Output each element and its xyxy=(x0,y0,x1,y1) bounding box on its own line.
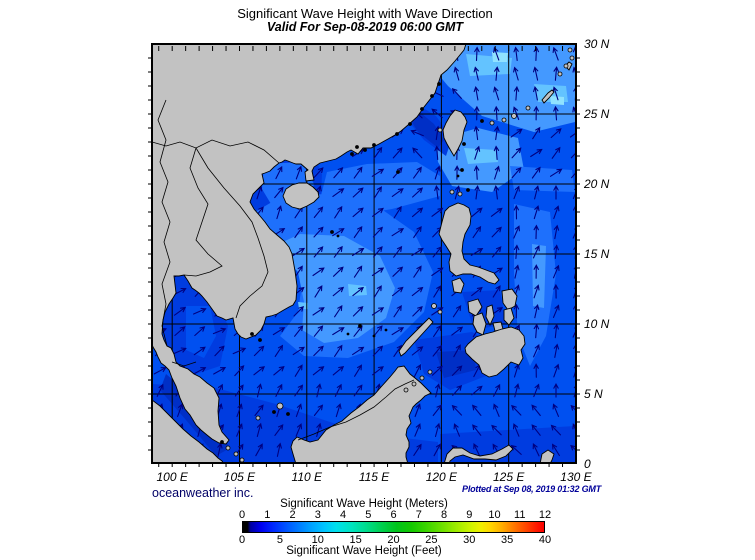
meters-tick-label: 5 xyxy=(365,509,372,521)
plotted-timestamp: Plotted at Sep 08, 2019 01:32 GMT xyxy=(462,484,601,494)
lon-label: 120 E xyxy=(425,470,458,484)
meters-tick-label: 11 xyxy=(514,509,526,521)
lat-label: 5 N xyxy=(584,387,603,401)
lat-label: 30 N xyxy=(584,37,610,51)
lat-label: 25 N xyxy=(584,107,610,121)
valid-time-subtitle: Valid For Sep-08-2019 06:00 GMT xyxy=(266,20,464,34)
meters-tick-label: 10 xyxy=(488,509,501,521)
feet-tick-label: 0 xyxy=(238,534,246,546)
country-borders xyxy=(152,99,415,441)
lon-label: 130 E xyxy=(560,470,592,484)
meters-tick-label: 12 xyxy=(538,509,552,521)
lat-label: 15 N xyxy=(584,247,610,261)
meters-tick-label: 9 xyxy=(466,509,473,521)
credit-text: oceanweather inc. xyxy=(152,486,254,500)
map-container xyxy=(147,39,581,469)
meters-tick-label: 4 xyxy=(339,509,347,521)
meters-tick-label: 0 xyxy=(238,509,246,521)
legend-title-meters: Significant Wave Height (Meters) xyxy=(280,498,448,510)
meters-tick-label: 3 xyxy=(314,509,321,521)
small-islands xyxy=(220,47,575,463)
lon-label: 110 E xyxy=(291,470,323,484)
lat-label: 20 N xyxy=(584,177,610,191)
legend-title-feet: Significant Wave Height (Feet) xyxy=(286,545,442,557)
meters-tick-label: 8 xyxy=(440,509,448,521)
page-title: Significant Wave Height with Wave Direct… xyxy=(237,6,493,21)
feet-tick-label: 40 xyxy=(538,534,552,546)
lon-label: 100 E xyxy=(156,470,188,484)
feet-tick-label: 35 xyxy=(501,534,514,546)
feet-tick-label: 30 xyxy=(463,534,476,546)
lon-label: 115 E xyxy=(358,470,390,484)
lon-label: 125 E xyxy=(493,470,525,484)
lon-label: 105 E xyxy=(223,470,256,484)
feet-tick-label: 15 xyxy=(349,534,362,546)
wave-height-colorbar xyxy=(242,521,545,533)
tick-marks xyxy=(148,46,580,467)
meters-tick-label: 6 xyxy=(390,509,397,521)
feet-tick-label: 25 xyxy=(425,534,438,546)
feet-tick-label: 10 xyxy=(311,534,324,546)
feet-tick-label: 5 xyxy=(276,534,283,546)
meters-tick-label: 1 xyxy=(264,509,271,521)
feet-tick-label: 20 xyxy=(387,534,400,546)
lat-label: 0 xyxy=(584,457,591,471)
wave-map-canvas xyxy=(148,43,580,467)
lat-label: 10 N xyxy=(584,317,610,331)
meters-tick-label: 2 xyxy=(289,509,296,521)
meters-tick-label: 7 xyxy=(415,509,422,521)
